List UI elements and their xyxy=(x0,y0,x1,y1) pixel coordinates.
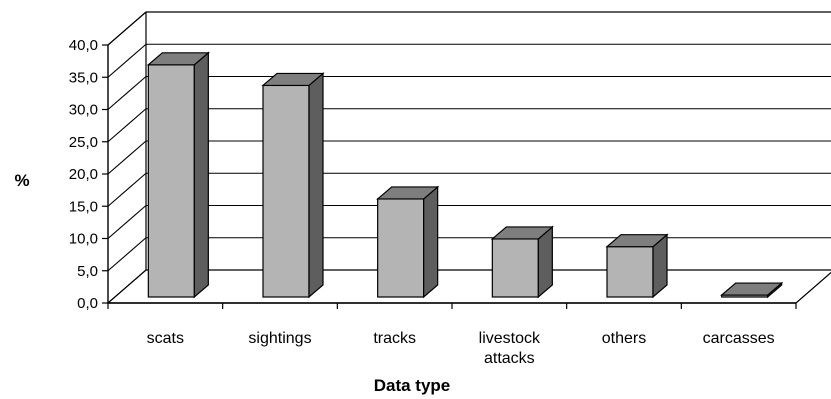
bar-others xyxy=(605,233,669,299)
bar-top xyxy=(376,186,440,200)
bar-livestock-attacks xyxy=(490,225,554,299)
bar-carcasses xyxy=(720,281,784,299)
bar-front xyxy=(606,246,654,298)
gridline xyxy=(107,140,831,175)
bar-top xyxy=(490,226,554,240)
gridline xyxy=(107,75,831,110)
bar-front xyxy=(147,64,195,298)
bar-side xyxy=(193,51,209,299)
bar-tracks xyxy=(376,185,440,299)
y-tick-label: 35,0 xyxy=(69,69,98,86)
bars xyxy=(146,51,784,299)
x-category-label-line: livestock xyxy=(479,330,541,347)
bar-side xyxy=(423,185,439,299)
x-category-label-line: attacks xyxy=(484,350,535,367)
gridline xyxy=(107,11,831,46)
y-tick-label: 30,0 xyxy=(69,102,98,119)
x-category-label-line: scats xyxy=(147,330,184,347)
x-category-label: livestock attacks xyxy=(479,330,541,367)
x-category-label: carcasses xyxy=(703,330,775,347)
bar-top xyxy=(605,234,669,248)
bar-sightings xyxy=(261,72,325,299)
gridline xyxy=(107,237,831,272)
gridline xyxy=(107,204,831,239)
y-tick-labels: 0,0 5,0 10,0 15,0 20,0 25,0 30,0 35,0 40,0 xyxy=(69,37,98,312)
bar-scats xyxy=(146,51,210,299)
x-category-label-line: tracks xyxy=(373,330,416,347)
bar-top xyxy=(261,72,325,87)
y-tick-label: 10,0 xyxy=(69,231,98,248)
x-category-label-line: carcasses xyxy=(703,330,775,347)
bar-top xyxy=(720,282,784,296)
x-category-label: others xyxy=(602,330,646,347)
gridline xyxy=(107,172,831,207)
bar-top xyxy=(146,52,210,66)
gridlines xyxy=(107,11,831,304)
y-tick-label: 5,0 xyxy=(77,263,98,280)
y-tick-label: 40,0 xyxy=(69,37,98,54)
x-category-label-line: sightings xyxy=(248,330,311,347)
y-tick-label: 25,0 xyxy=(69,134,98,151)
gridline xyxy=(107,43,831,78)
x-category-label: tracks xyxy=(373,330,416,347)
bar-front xyxy=(377,198,425,298)
x-axis-title: Data type xyxy=(374,376,451,395)
bar-front xyxy=(262,84,310,298)
x-category-label-line: others xyxy=(602,330,646,347)
axes xyxy=(102,44,797,309)
bar-front xyxy=(491,238,539,298)
chart-walls xyxy=(106,11,831,304)
y-tick-label: 15,0 xyxy=(69,198,98,215)
gridline xyxy=(107,269,831,304)
chart-floor xyxy=(106,269,831,304)
y-tick-label: 0,0 xyxy=(77,295,98,312)
y-tick-label: 20,0 xyxy=(69,166,98,183)
x-category-label: scats xyxy=(147,330,184,347)
bar-side xyxy=(308,72,324,299)
gridline xyxy=(107,108,831,143)
y-axis-title: % xyxy=(14,171,29,190)
x-category-label: sightings xyxy=(248,330,311,347)
x-category-labels: scats sightings tracks livestock attacks othe… xyxy=(147,330,775,367)
